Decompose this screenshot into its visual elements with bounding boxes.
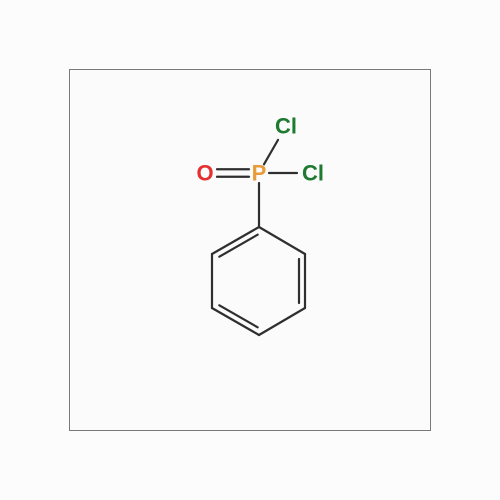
bond-line	[212, 227, 259, 254]
atom-P: P	[252, 161, 267, 186]
atom-Cl2: Cl	[302, 161, 324, 186]
atom-O: O	[196, 161, 213, 186]
diagram-frame: P O ClCl	[69, 69, 431, 431]
atom-Cl1: Cl	[275, 114, 297, 139]
molecule-svg: P O ClCl	[70, 70, 432, 432]
bond-line	[212, 308, 259, 335]
bond-line	[259, 227, 305, 254]
bond-line	[259, 308, 305, 335]
